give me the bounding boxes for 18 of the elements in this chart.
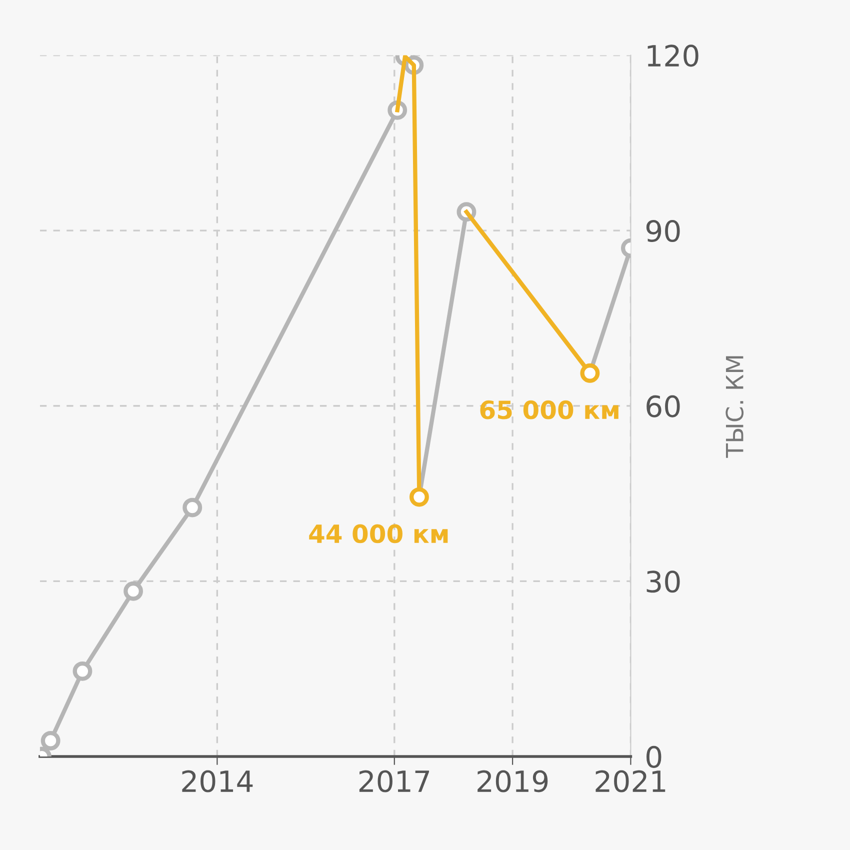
y-tick-label: 0 (646, 746, 662, 768)
y-tick-label: 120 (648, 44, 698, 67)
y-tick-label: 60 (646, 395, 680, 418)
point (72, 661, 92, 681)
point (40, 731, 60, 750)
point (580, 363, 600, 383)
annotation: 44 000 км (309, 524, 448, 544)
y-tick-label: 30 (646, 570, 680, 593)
x-tick-label: 2019 (478, 770, 548, 792)
x-tick-label: 2021 (596, 770, 666, 792)
x-tick-label: 2017 (359, 770, 430, 792)
point (124, 581, 144, 601)
annotation: 65 000 км (480, 400, 618, 420)
y-tick-label: 90 (646, 220, 680, 242)
point (182, 498, 202, 518)
y-axis-title: ТЫС. КМ (726, 356, 744, 458)
x-tick-label: 2014 (182, 770, 253, 792)
point (409, 487, 429, 507)
